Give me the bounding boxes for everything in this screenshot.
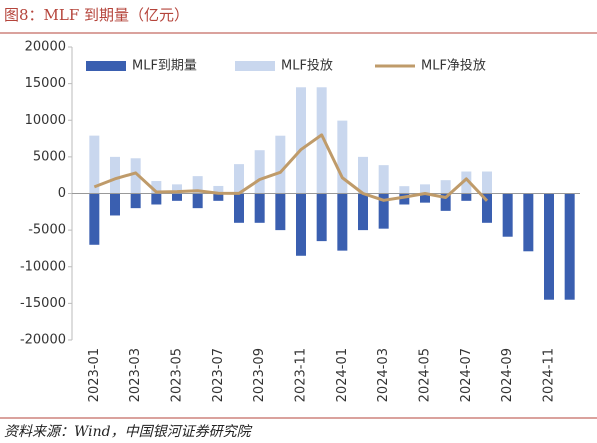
- bar: [172, 193, 182, 201]
- bar: [440, 180, 451, 194]
- bar: [110, 156, 120, 194]
- bar: [172, 184, 182, 194]
- x-tick-label: 2023-05: [170, 348, 185, 402]
- line: [93, 133, 489, 202]
- bar: [544, 193, 554, 300]
- x-tick-label: 2023-11: [294, 348, 309, 402]
- bar: [420, 193, 430, 203]
- x-tick-label: 2023-09: [252, 348, 267, 402]
- bar: [234, 164, 244, 194]
- bar: [89, 193, 100, 245]
- y-tick-label: 5000: [33, 149, 66, 164]
- x-tick-label: 2024-01: [335, 348, 350, 402]
- y-tick-label: 10000: [25, 113, 66, 128]
- y-tick-label: -15000: [20, 296, 66, 311]
- legend-label: MLF投放: [281, 58, 333, 74]
- y-tick-label: -20000: [20, 333, 66, 348]
- bar: [461, 171, 472, 194]
- bar: [192, 176, 203, 194]
- x-tick-label: 2024-09: [500, 348, 515, 402]
- bar: [151, 193, 162, 205]
- bar: [440, 193, 451, 211]
- chart-title: 图8：MLF 到期量（亿元）: [4, 6, 189, 24]
- x-tick-label: 2024-03: [376, 348, 391, 402]
- x-tick-label: 2024-11: [542, 348, 557, 402]
- x-tick-label: 2024-05: [418, 348, 433, 402]
- y-tick-label: -5000: [28, 223, 66, 238]
- bar: [564, 193, 575, 300]
- bar: [482, 171, 492, 194]
- bar: [89, 135, 100, 194]
- bar: [358, 193, 368, 231]
- source: 资料来源：Wind，中国银河证券研究院: [4, 424, 253, 440]
- y-tick-label: 15000: [25, 76, 66, 91]
- bar: [130, 158, 141, 194]
- x-tick-label: 2024-07: [459, 348, 474, 402]
- legend-swatch: [86, 61, 126, 71]
- bar: [461, 193, 472, 201]
- bar: [316, 193, 327, 242]
- bar: [399, 186, 410, 194]
- x-tick-label: 2023-07: [211, 348, 226, 402]
- bar: [192, 193, 203, 209]
- x-tick-label: 2023-03: [128, 348, 143, 402]
- bar: [502, 193, 513, 237]
- bar: [337, 120, 348, 194]
- bar: [316, 87, 327, 194]
- bar: [254, 150, 265, 194]
- x-tick-label: 2023-01: [87, 348, 102, 402]
- y-tick-label: 20000: [25, 40, 66, 55]
- legend-label: MLF到期量: [132, 59, 197, 74]
- bar: [213, 185, 224, 194]
- bar: [296, 193, 306, 256]
- y-tick-label: -10000: [20, 259, 66, 274]
- bar: [151, 181, 162, 194]
- bar: [399, 193, 410, 205]
- y-tick-label: 0: [58, 186, 66, 201]
- bar: [213, 193, 224, 201]
- bar: [523, 193, 534, 252]
- legend-label: MLF净投放: [421, 58, 486, 74]
- bar: [420, 184, 430, 194]
- bar: [482, 193, 492, 223]
- bar: [110, 193, 120, 216]
- bar: [358, 156, 368, 194]
- bar: [275, 193, 286, 231]
- bar: [296, 87, 306, 194]
- bar: [378, 165, 389, 194]
- bar: [275, 135, 286, 194]
- bar: [234, 193, 244, 223]
- bar: [337, 193, 348, 251]
- bar: [254, 193, 265, 223]
- legend-swatch: [235, 61, 275, 71]
- bar: [378, 193, 389, 229]
- bar: [130, 193, 141, 209]
